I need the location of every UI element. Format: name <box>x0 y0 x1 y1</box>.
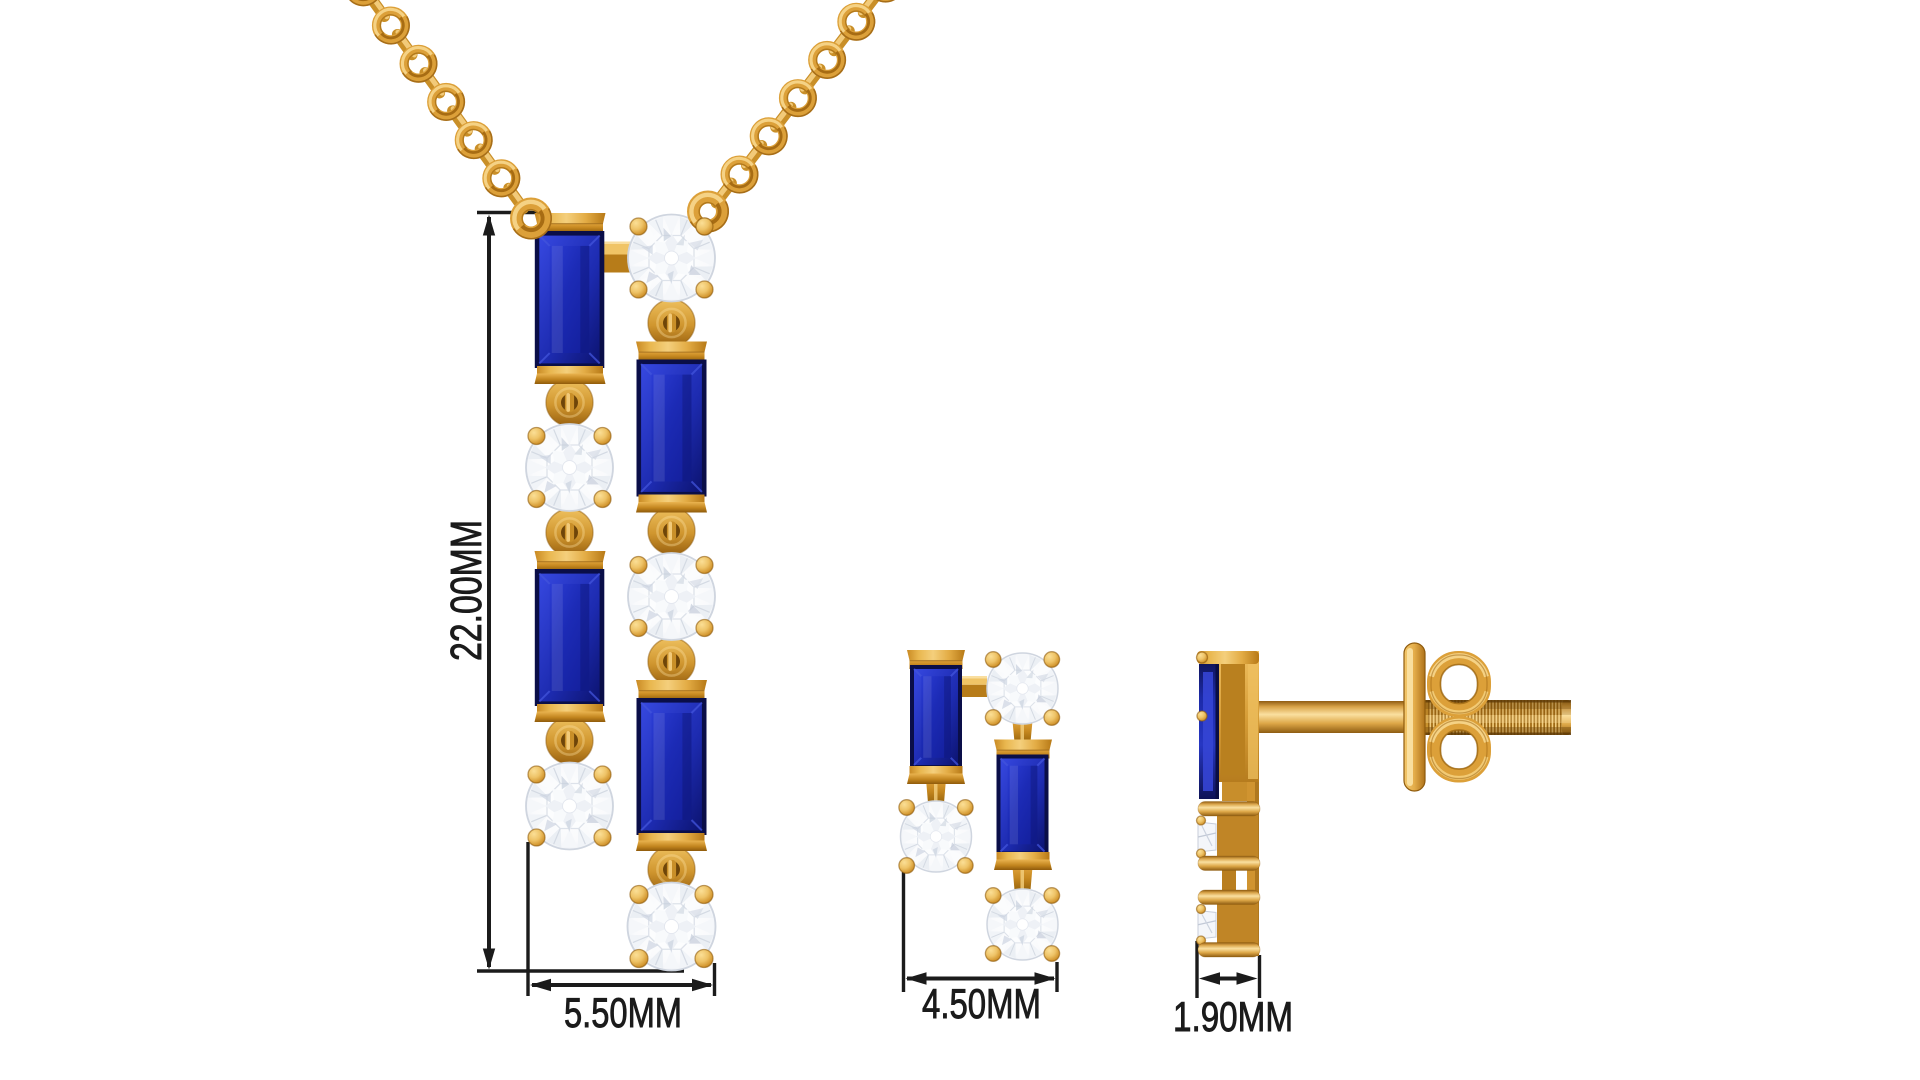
svg-text:4.50MM: 4.50MM <box>922 980 1041 1027</box>
svg-text:22.00MM: 22.00MM <box>442 520 491 661</box>
svg-text:5.50MM: 5.50MM <box>564 989 682 1036</box>
svg-text:1.90MM: 1.90MM <box>1173 993 1293 1040</box>
